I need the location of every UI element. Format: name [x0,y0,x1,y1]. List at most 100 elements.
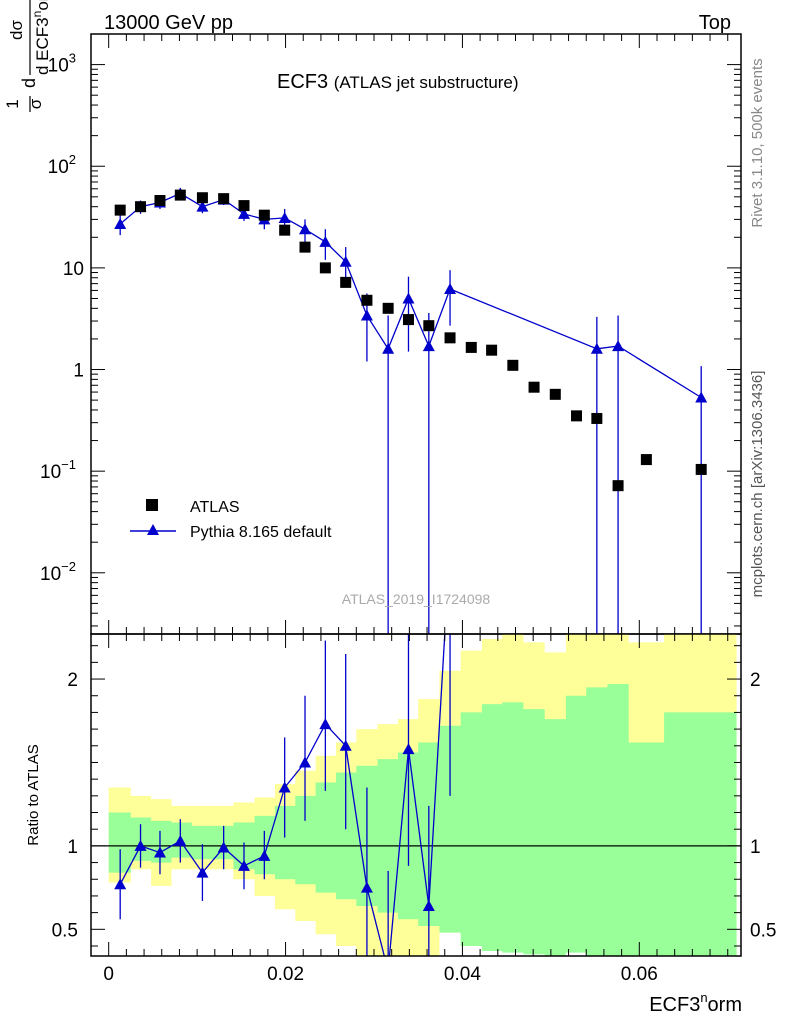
main-y-tick-exp: 3 [69,51,76,66]
legend-pythia-marker [147,524,159,535]
ratio-point [422,899,435,911]
pythia-point [402,292,415,304]
pythia-point [339,255,352,267]
ratio-y-tick-label: 0.5 [52,920,78,941]
main-y-tick-base: 10 [48,157,69,178]
ratio-point [114,878,127,890]
ratio-point [258,849,271,861]
chart-title: ECF3 (ATLAS jet substructure) [277,71,519,93]
ratio-y-tick-label-right: 0.5 [750,920,776,941]
pythia-point [590,342,603,354]
atlas-point [423,320,435,332]
ylabel-num: dσ [7,20,26,40]
main-y-tick-base: 10 [63,259,84,280]
atlas-point [612,480,624,492]
ratio-y-tick-label-right: 2 [750,670,761,691]
pythia-point [196,200,209,212]
atlas-point [196,192,208,204]
pythia-point [444,282,457,294]
ratio-x-tick-label: 0.04 [444,964,481,985]
pythia-point [422,340,435,352]
ratio-point [278,781,291,793]
atlas-point [135,201,147,213]
legend-atlas-label: ATLAS [190,499,240,516]
ratio-y-tick-label: 1 [67,837,78,858]
atlas-point [528,381,540,393]
ratio-point [174,834,187,846]
main-y-tick-base: 10 [48,56,69,77]
atlas-point [279,224,291,236]
main-y-tick-base: 1 [73,361,84,382]
main-y-tick-base: 10 [40,462,61,483]
atlas-point [299,241,311,253]
watermark: ATLAS_2019_I1724098 [342,591,491,607]
ratio-x-tick-label: 0.02 [267,964,304,985]
ylabel-den-suffix: orm [33,0,52,11]
pythia-point [360,309,373,321]
ratio-point [319,718,332,730]
ratio-point [339,739,352,751]
title-sub: (ATLAS jet substructure) [334,73,519,92]
main-plot-area [114,187,708,634]
pythia-point [278,211,291,223]
atlas-point [591,412,603,424]
atlas-point [549,388,561,400]
ratio-y-axis: 0.5 0.5 1 1 2 2 [52,645,776,947]
ylabel-one: 1 [3,99,22,108]
ylabel-den: d ECF3norm [30,0,52,75]
ylabel-den-sup: n [30,11,44,18]
main-frame [90,33,742,635]
ratio-point [360,881,373,893]
atlas-point [382,302,394,314]
ratio-point [134,839,147,851]
atlas-point [486,344,498,356]
main-y-tick-label: 10 [63,259,84,280]
ratio-plot-area [91,634,741,956]
ylabel-den-prefix: d ECF3 [33,17,52,75]
main-y-tick-label: 103 [48,51,76,77]
header-right: Top [699,12,731,34]
ratio-point [237,859,250,871]
main-y-tick-exp: −2 [61,559,76,574]
pythia-point [237,207,250,219]
ratio-point [153,846,166,858]
atlas-point [571,410,583,422]
main-y-tick-exp: 2 [69,152,76,167]
pythia-series-line [119,192,702,399]
ratio-point [299,756,312,768]
x-axis-label: ECF3norm [649,990,742,1016]
atlas-point [114,204,126,216]
pythia-point [612,340,625,352]
atlas-point [238,200,250,212]
ratio-y-label: Ratio to ATLAS [25,744,42,845]
main-x-axis [108,34,729,634]
xlabel-suffix: orm [708,994,742,1016]
ratio-y-tick-label-right: 1 [750,837,761,858]
atlas-point [444,332,456,344]
atlas-point [695,463,707,475]
atlas-point [507,359,519,371]
pythia-point [319,235,332,247]
header-left: 13000 GeV pp [104,12,233,34]
atlas-point [218,193,230,205]
ratio-point [196,866,209,878]
ratio-point [217,841,230,853]
xlabel-sup: n [700,990,707,1005]
ratio-point [402,743,415,755]
ratio-x-tick-label: 0.06 [621,964,658,985]
atlas-point [319,262,331,274]
pythia-point [299,223,312,235]
legend-pythia-label: Pythia 8.165 default [190,524,332,541]
atlas-point [361,294,373,306]
atlas-point [174,189,186,201]
mcplots-label: mcplots.cern.ch [arXiv:1306.3436] [749,371,766,598]
xlabel-main: ECF3 [649,994,700,1016]
atlas-point [258,209,270,221]
main-y-tick-label: 10−1 [40,457,76,483]
legend: ATLAS Pythia 8.165 default [130,499,332,541]
ratio-inner-band [108,684,737,956]
atlas-point [640,454,652,466]
